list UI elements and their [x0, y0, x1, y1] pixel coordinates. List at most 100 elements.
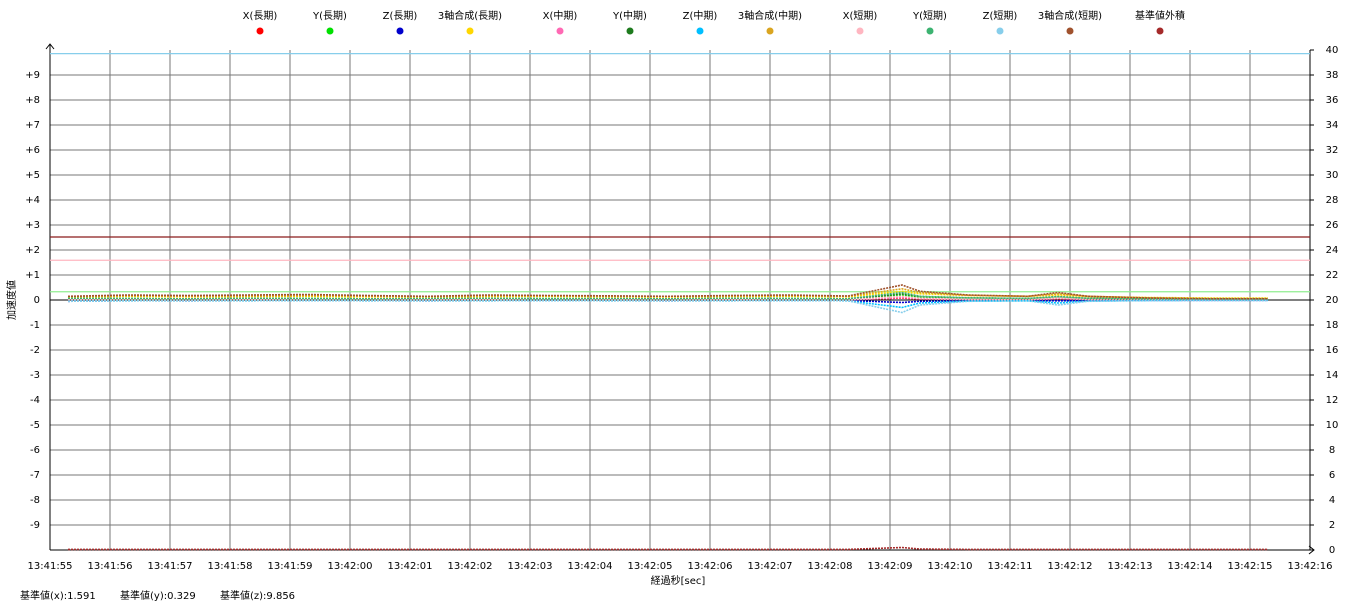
y2-tick-label: 16 [1326, 345, 1339, 356]
y2-tick-label: 4 [1329, 495, 1335, 506]
x-tick-label: 13:41:57 [148, 561, 193, 572]
reference-label: 基準値(y):0.329 [120, 589, 196, 602]
y2-tick-label: 2 [1329, 520, 1335, 531]
y-tick-label: +1 [25, 270, 40, 281]
legend-label: Y(長期) [312, 10, 347, 22]
x-tick-label: 13:42:16 [1288, 561, 1333, 572]
legend-marker [466, 27, 474, 35]
y2-tick-label: 22 [1326, 270, 1339, 281]
legend-label: Z(長期) [383, 10, 418, 22]
x-tick-label: 13:42:11 [988, 561, 1033, 572]
y2-tick-label: 18 [1326, 320, 1339, 331]
y-tick-label: +8 [25, 95, 40, 106]
y2-tick-label: 20 [1326, 295, 1339, 306]
y-tick-label: +9 [25, 70, 40, 81]
y-tick-label: +7 [25, 120, 40, 131]
x-tick-label: 13:42:05 [628, 561, 673, 572]
y-tick-label: -5 [30, 420, 40, 431]
y2-tick-label: 10 [1326, 420, 1339, 431]
x-tick-label: 13:42:09 [868, 561, 913, 572]
y-tick-label: -1 [30, 320, 40, 331]
y-tick-label: +3 [25, 220, 40, 231]
legend-label: 3軸合成(中期) [738, 9, 802, 22]
legend-label: 基準値外積 [1135, 9, 1185, 22]
legend-label: Z(中期) [683, 9, 718, 22]
y2-tick-label: 40 [1326, 45, 1339, 56]
x-tick-label: 13:41:58 [208, 561, 253, 572]
y-tick-label: 0 [34, 295, 40, 306]
legend-marker [256, 27, 264, 35]
x-tick-label: 13:42:14 [1168, 561, 1213, 572]
y2-tick-label: 14 [1326, 370, 1339, 381]
x-tick-label: 13:42:12 [1048, 561, 1093, 572]
y-tick-label: +4 [25, 195, 40, 206]
y-tick-label: +6 [25, 145, 40, 156]
y2-tick-label: 6 [1329, 470, 1335, 481]
y2-tick-label: 32 [1326, 145, 1339, 156]
x-tick-label: 13:41:56 [88, 561, 133, 572]
series-line [67, 291, 1269, 301]
x-tick-label: 13:42:00 [328, 561, 373, 572]
x-tick-label: 13:42:13 [1108, 561, 1153, 572]
legend-marker [396, 27, 404, 35]
y2-tick-label: 24 [1326, 245, 1339, 256]
x-tick-label: 13:42:02 [448, 561, 493, 572]
x-tick-label: 13:41:55 [28, 561, 73, 572]
legend-label: Y(中期) [612, 9, 647, 22]
series-line [67, 299, 1268, 314]
y-tick-label: -8 [30, 495, 40, 506]
y-tick-label: -7 [30, 470, 40, 481]
legend-label: Y(短期) [912, 9, 947, 22]
y-tick-label: -2 [30, 345, 40, 356]
y2-tick-label: 38 [1326, 70, 1339, 81]
y-tick-label: +5 [25, 170, 40, 181]
y2-tick-label: 30 [1326, 170, 1339, 181]
y-tick-label: -3 [30, 370, 40, 381]
y2-tick-label: 28 [1326, 195, 1339, 206]
legend-marker [926, 27, 934, 35]
legend-label: X(長期) [243, 10, 278, 22]
legend-label: 3軸合成(短期) [1038, 9, 1102, 22]
y2-tick-label: 34 [1326, 120, 1339, 131]
legend-marker [1156, 27, 1164, 35]
legend-label: Z(短期) [983, 9, 1018, 22]
y-tick-label: -6 [30, 445, 40, 456]
legend-marker [556, 27, 564, 35]
x-axis-label: 経過秒[sec] [651, 574, 706, 587]
reference-label: 基準値(z):9.856 [220, 589, 295, 602]
reference-label: 基準値(x):1.591 [20, 589, 96, 602]
y2-tick-label: 0 [1329, 545, 1335, 556]
y2-tick-label: 36 [1326, 95, 1339, 106]
y2-tick-label: 26 [1326, 220, 1339, 231]
x-tick-label: 13:42:15 [1228, 561, 1273, 572]
x-tick-label: 13:42:06 [688, 561, 733, 572]
legend-marker [1066, 27, 1074, 35]
series-line [67, 284, 1268, 300]
legend-label: 3軸合成(長期) [438, 9, 502, 22]
series-line [68, 546, 1268, 551]
x-tick-label: 13:42:07 [748, 561, 793, 572]
y2-tick-label: 8 [1329, 445, 1335, 456]
legend-marker [626, 27, 634, 35]
y-tick-label: +2 [25, 245, 40, 256]
legend-marker [326, 27, 334, 35]
legend-marker [766, 27, 774, 35]
legend-marker [856, 27, 864, 35]
x-tick-label: 13:42:04 [568, 561, 613, 572]
y-tick-label: -4 [30, 395, 40, 406]
legend-marker [996, 27, 1004, 35]
x-tick-label: 13:42:01 [388, 561, 433, 572]
y-axis-label: 加速度値 [5, 280, 18, 320]
series-line [67, 295, 1268, 301]
y2-tick-label: 12 [1326, 395, 1339, 406]
legend-label: X(中期) [543, 9, 578, 22]
y-axis-arrow [45, 43, 55, 50]
y-tick-label: -9 [30, 520, 40, 531]
legend-marker [696, 27, 704, 35]
x-tick-label: 13:41:59 [268, 561, 313, 572]
x-tick-label: 13:42:10 [928, 561, 973, 572]
x-axis-arrow [1308, 545, 1315, 555]
x-tick-label: 13:42:08 [808, 561, 853, 572]
